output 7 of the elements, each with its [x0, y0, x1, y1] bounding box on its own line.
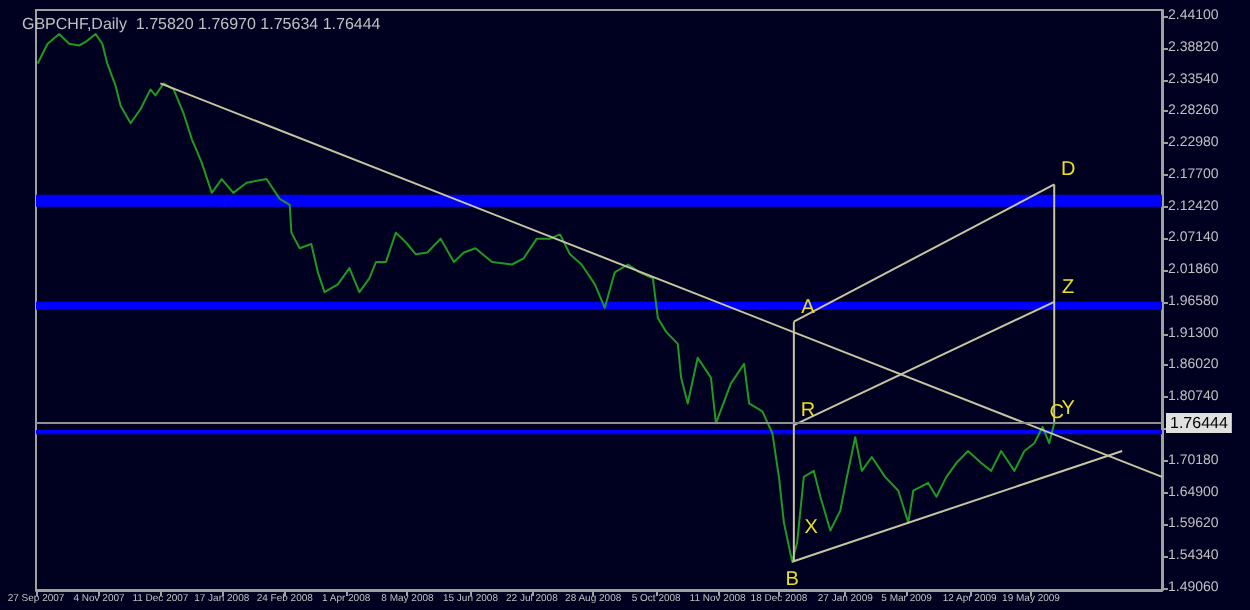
ref-line-label: 1.76444 — [1170, 414, 1229, 433]
annotation: R — [800, 400, 816, 423]
annotation: Z — [1062, 276, 1075, 299]
annotation: Y — [1061, 398, 1076, 421]
annotation: B — [785, 568, 800, 591]
annotation: X — [804, 517, 819, 540]
annotation: D — [1060, 159, 1076, 182]
